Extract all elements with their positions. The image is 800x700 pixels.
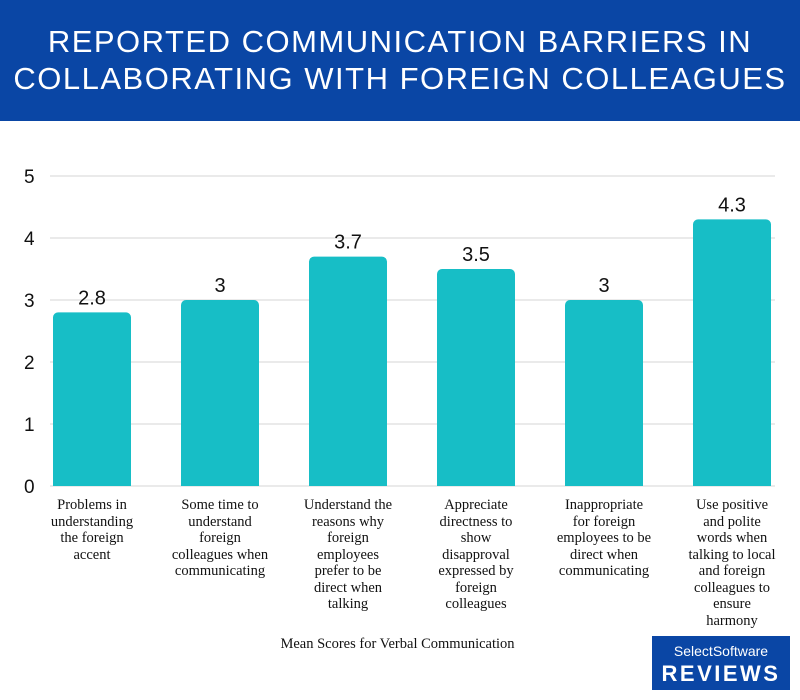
bar: [181, 300, 259, 486]
x-tick-label-line: expressed by: [438, 563, 514, 579]
bar-value-label: 3: [214, 275, 225, 297]
x-tick-label-line: disapproval: [442, 546, 510, 563]
bar: [53, 312, 131, 486]
bar: [309, 256, 387, 486]
x-tick-label-line: for foreign: [572, 513, 636, 530]
y-tick-label: 5: [24, 167, 35, 188]
x-tick-label-line: foreign: [199, 530, 241, 546]
x-tick-label-line: Understand the: [303, 497, 393, 513]
y-tick-label: 4: [24, 229, 35, 250]
bar: [565, 300, 643, 486]
bar-base: [437, 480, 515, 486]
x-tick-label-line: foreign: [327, 530, 369, 546]
x-tick-label-line: foreign: [455, 579, 497, 596]
x-tick-label-line: directness to: [439, 513, 513, 530]
bar-base: [53, 480, 131, 486]
logo-line-1: SelectSoftware: [673, 643, 769, 659]
bar-value-label: 4.3: [718, 194, 746, 216]
x-tick-label-line: prefer to be: [314, 563, 382, 579]
x-axis-label: Mean Scores for Verbal Communication: [280, 636, 515, 652]
x-tick-label: Some time to understand foreign colleagues …: [158, 497, 282, 580]
x-tick-label-line: Appreciate: [444, 497, 508, 513]
bar-value-label: 2.8: [78, 287, 106, 309]
x-tick-label-line: Inappropriate: [564, 497, 644, 513]
bar-value-label: 3: [598, 275, 609, 297]
x-tick-label-line: and foreign: [698, 563, 766, 579]
x-tick-label-line: communicating: [174, 563, 266, 579]
x-tick-label-line: employees to be: [556, 530, 652, 546]
bar-base: [309, 480, 387, 486]
title-banner: REPORTED COMMUNICATION BARRIERS IN COLLA…: [0, 0, 800, 121]
x-tick-label: Appreciate directness to show disapproval ex…: [414, 497, 538, 613]
x-tick-label-line: Problems in: [57, 497, 127, 513]
x-tick-label-line: Use positive: [695, 497, 769, 513]
y-tick-label: 0: [24, 477, 35, 498]
x-tick-label-line: understanding: [50, 513, 134, 530]
x-tick-label-line: the foreign: [60, 530, 124, 546]
x-tick-label-line: ensure: [713, 596, 751, 612]
bar: [693, 219, 771, 486]
selectsoftware-reviews-logo: SelectSoftware REVIEWS: [652, 636, 790, 690]
x-tick-label-line: communicating: [558, 563, 650, 579]
logo-line-2: REVIEWS: [661, 661, 781, 686]
chart-title-line-2: COLLABORATING WITH FOREIGN COLLEAGUES: [13, 61, 787, 96]
y-tick-label: 3: [24, 291, 35, 312]
x-tick-label-line: Some time to: [181, 497, 259, 513]
bar: [437, 269, 515, 486]
x-tick-label-line: direct when: [569, 546, 639, 563]
bar-value-label: 3.7: [334, 232, 362, 254]
x-tick-label-line: show: [460, 530, 492, 546]
x-tick-label: Problems in understanding the foreign accen…: [30, 497, 154, 563]
x-tick-label-line: understand: [188, 513, 252, 530]
bar-base: [565, 480, 643, 486]
x-tick-label-line: talking: [327, 596, 369, 612]
x-tick-label-line: direct when: [313, 579, 383, 596]
y-tick-label: 2: [24, 353, 35, 374]
x-tick-label-line: colleagues when: [171, 546, 269, 563]
x-tick-label-line: colleagues: [445, 596, 507, 612]
bar-value-label: 3.5: [462, 244, 490, 266]
x-tick-label-line: talking to local: [688, 546, 776, 563]
x-tick-label-line: and polite: [703, 513, 761, 530]
x-tick-label-line: employees: [316, 546, 379, 563]
y-tick-label: 1: [24, 415, 35, 436]
x-tick-label-line: accent: [73, 546, 111, 563]
bar-base: [693, 480, 771, 486]
x-tick-label-line: words when: [696, 530, 768, 546]
x-tick-label-line: harmony: [706, 612, 758, 629]
x-tick-label: Understand the reasons why foreign employee…: [286, 497, 410, 613]
x-tick-label-line: colleagues to: [693, 579, 771, 596]
x-tick-label: Inappropriate for foreign employees to be d…: [542, 497, 666, 580]
bar-base: [181, 480, 259, 486]
chart-title-line-1: REPORTED COMMUNICATION BARRIERS IN: [47, 24, 753, 59]
x-tick-label-line: reasons why: [311, 513, 385, 530]
x-tick-label: Use positive and polite words when talking …: [670, 497, 794, 629]
bar-chart: 0 1 2 3 4 5 2.8 3 3.7 3.5 3 4.3: [24, 167, 775, 498]
